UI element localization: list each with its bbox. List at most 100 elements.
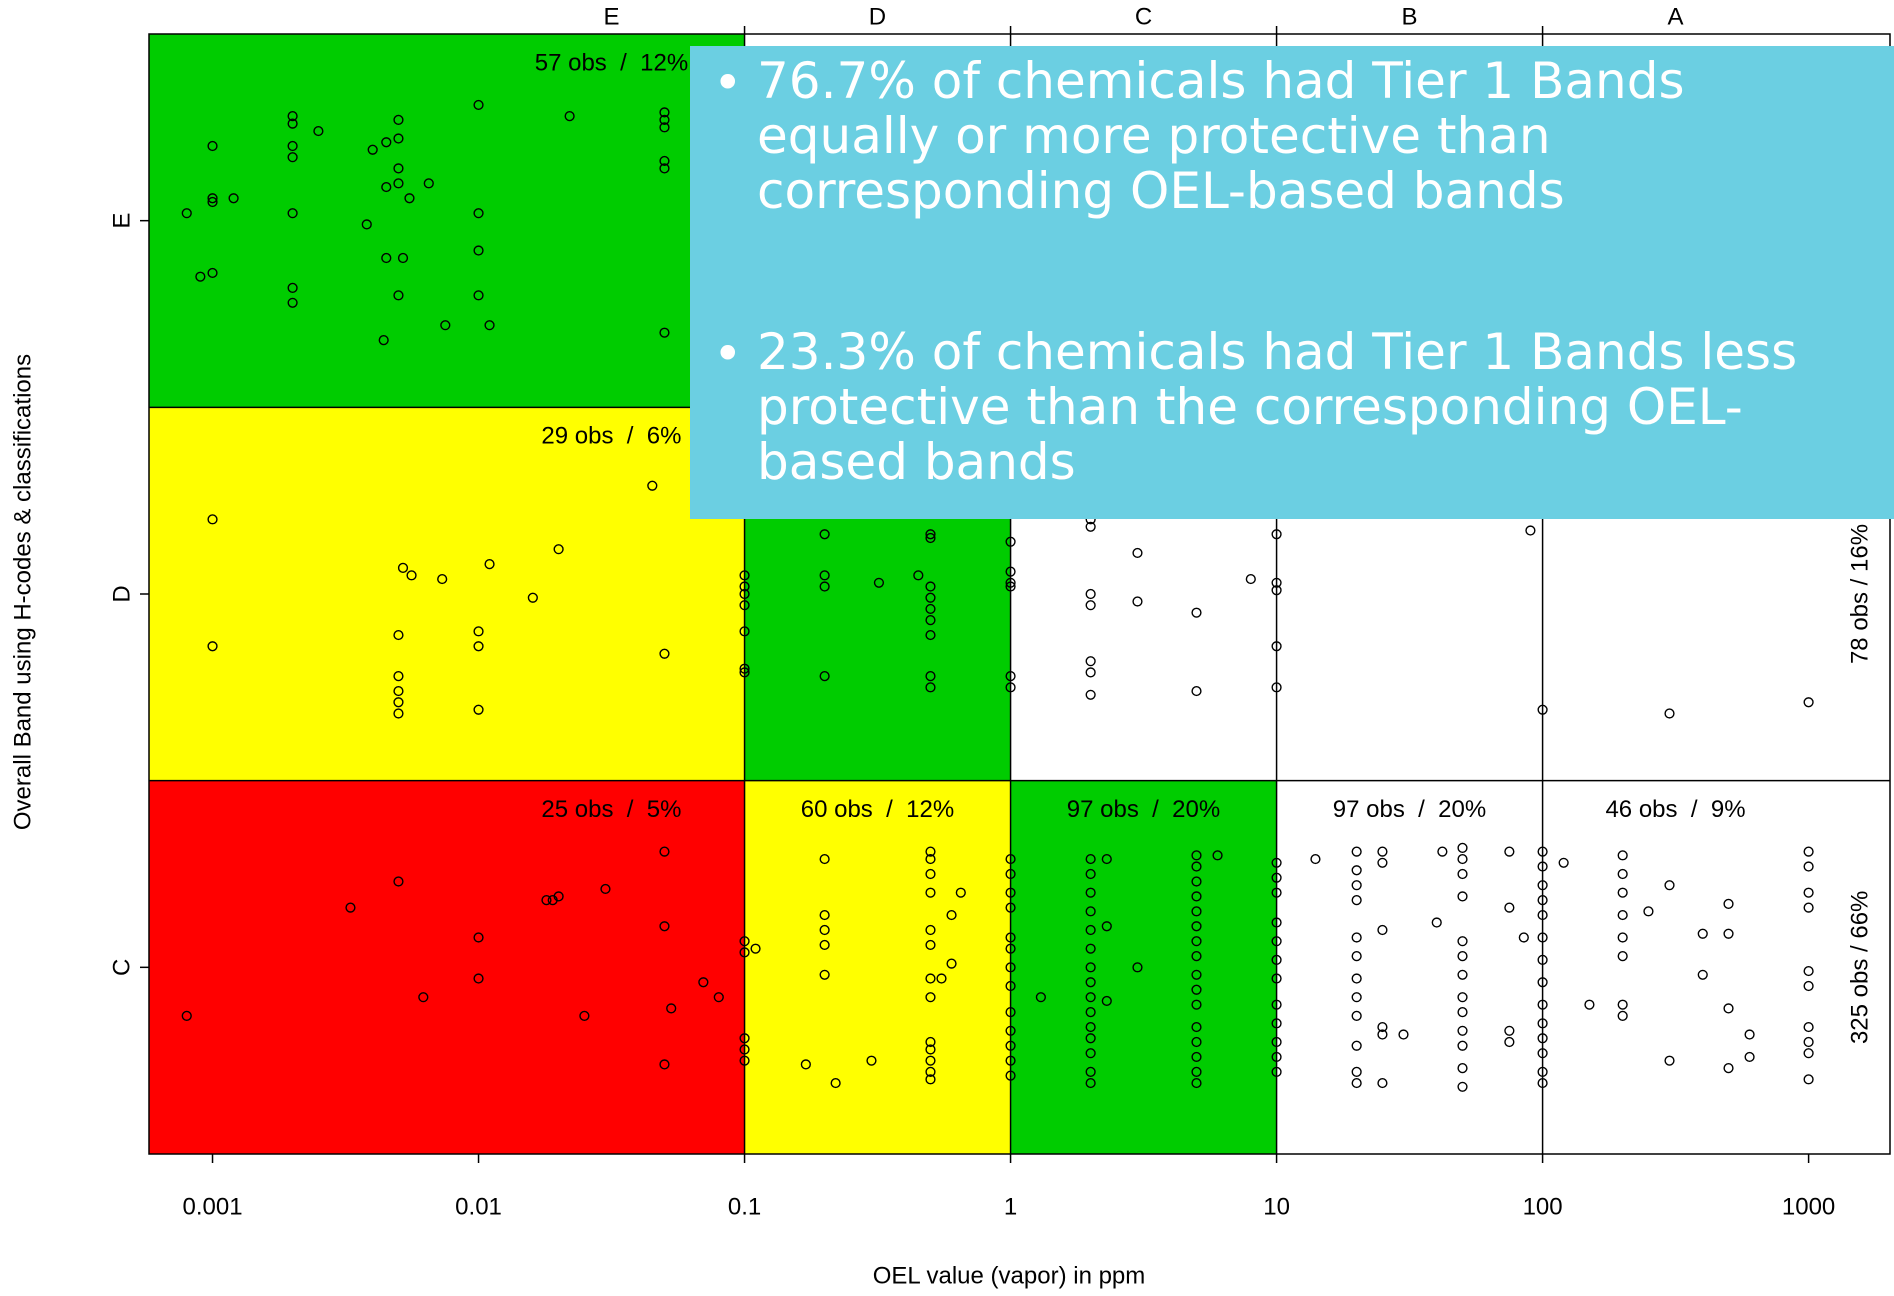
point [1537,1033,1548,1044]
point [925,853,936,865]
point [1191,1051,1202,1063]
point [750,943,761,954]
point [1271,585,1282,596]
point [484,320,495,331]
point [1537,1077,1548,1089]
point [800,1059,811,1070]
point [1271,1066,1282,1077]
point [819,581,830,592]
point [287,282,298,293]
point [1271,641,1282,652]
point [925,924,936,936]
bullet-line: protective than the corresponding OEL- [757,378,1743,436]
point [287,111,298,122]
point [913,570,924,581]
point [1377,924,1388,936]
point [1005,887,1016,898]
point [925,671,936,682]
point [1085,1077,1096,1089]
point [739,588,750,600]
point [925,682,936,693]
point [473,208,484,219]
point [1005,943,1016,954]
point [819,570,830,581]
y-tick-label: C [108,959,135,976]
cell-label: 46 obs / 9% [1605,796,1745,823]
band-cell [744,780,1011,1154]
point [659,846,670,857]
point [1803,861,1814,872]
point [936,973,947,984]
x-tick-label: 0.1 [728,1193,761,1220]
point [946,909,957,921]
point [1617,1010,1628,1021]
point [1271,1051,1282,1063]
point [1377,857,1388,868]
point [1191,1036,1202,1048]
point [1664,880,1675,891]
bullet: 23.3% of chemicals had Tier 1 Bands less… [713,325,1874,490]
point [819,924,830,936]
point [659,1059,670,1070]
point [1191,906,1202,917]
band-cell [149,407,745,781]
point [1271,1036,1282,1048]
point [1723,1003,1734,1014]
point [1351,1077,1362,1089]
point [1351,992,1362,1003]
point [181,1010,192,1021]
point [1803,980,1814,992]
point [1537,846,1548,857]
point [659,155,670,167]
point [1431,917,1442,928]
point [1398,1029,1409,1040]
point [1005,1070,1016,1081]
point [739,1055,750,1066]
point [393,708,404,719]
point [1005,566,1016,577]
point [1617,909,1628,921]
point [1005,1040,1016,1051]
point [925,1066,936,1077]
point [1191,685,1202,697]
point [659,648,670,659]
point [1191,921,1202,932]
point [873,577,885,588]
point [207,267,218,279]
point [381,137,392,148]
point [1457,1007,1468,1018]
point [1377,1021,1388,1033]
point [1005,962,1016,973]
point [1504,846,1515,857]
point [393,290,404,301]
point [925,973,936,984]
point [1132,962,1143,973]
point [647,480,658,491]
point [1803,1021,1814,1033]
point [1005,980,1016,992]
point [1085,887,1096,898]
point [1537,1066,1548,1077]
point [925,1055,936,1066]
point [1457,1063,1468,1074]
point [1617,951,1628,962]
point [1085,656,1096,667]
point [1191,936,1202,947]
top-tick-label: C [1135,3,1152,30]
point [1132,547,1143,559]
band-cell [1276,780,1543,1154]
point [1085,1033,1096,1044]
point [1005,853,1016,865]
point [1271,1018,1282,1029]
point [1351,973,1362,984]
point [1005,577,1016,588]
bullet-line: corresponding OEL-based bands [757,162,1565,220]
point [484,559,495,570]
point [1085,588,1096,600]
point [287,140,298,152]
point [1191,850,1202,861]
point [287,208,298,219]
point [541,895,552,906]
point [1457,936,1468,947]
